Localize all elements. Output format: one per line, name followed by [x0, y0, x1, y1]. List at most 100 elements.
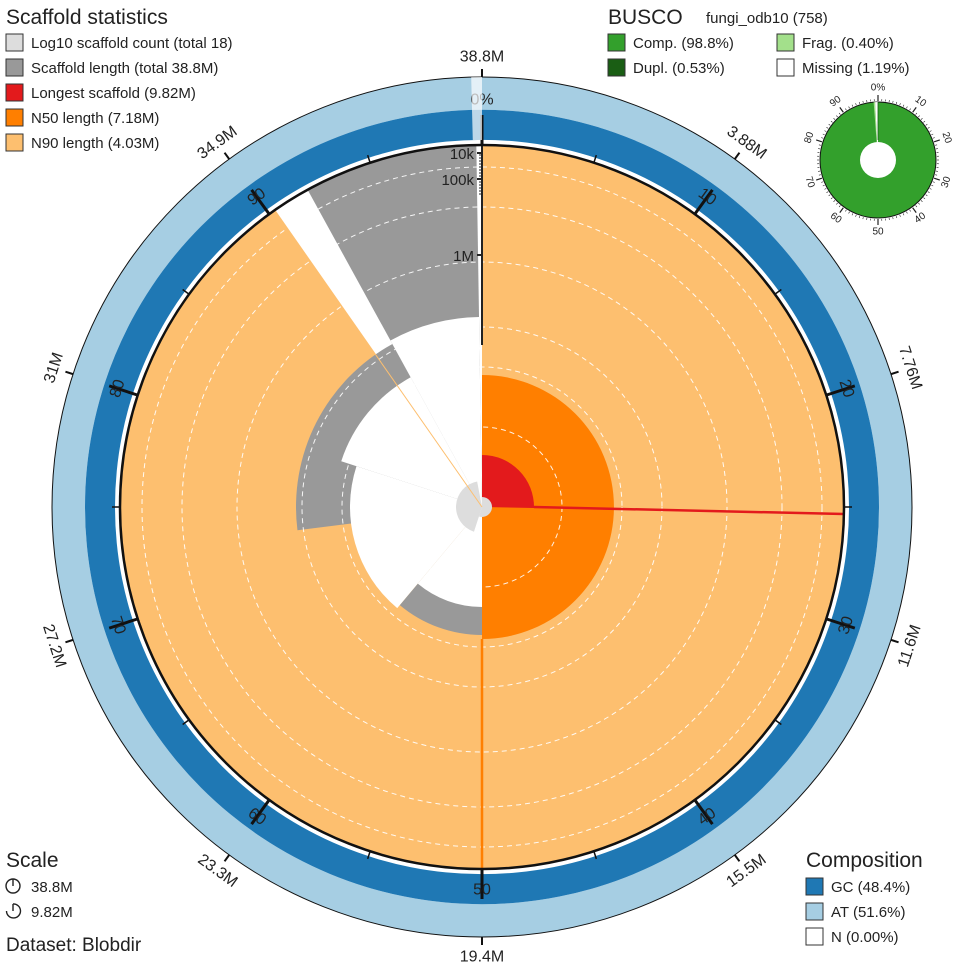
composition-swatch-n [806, 928, 823, 945]
busco-tick [913, 107, 917, 112]
composition-title: Composition [806, 849, 923, 872]
busco-tick [900, 103, 901, 105]
busco-tick [852, 105, 853, 107]
busco-tick [933, 182, 935, 183]
length-tick [891, 372, 899, 374]
length-label: 7.76M [895, 344, 925, 392]
busco-tick [903, 105, 904, 107]
busco-tick [849, 212, 850, 214]
busco-tick [826, 192, 828, 193]
busco-tick [906, 212, 907, 214]
busco-tick [823, 134, 825, 135]
busco-tick [930, 188, 932, 189]
composition-label-gc: GC (48.4%) [831, 879, 910, 896]
composition-label-at: AT (51.6%) [831, 904, 905, 921]
busco-swatch-missing [777, 59, 794, 76]
scaffold-stats-legend: Scaffold statistics Log10 scaffold count… [6, 6, 233, 152]
busco-tick [859, 216, 860, 218]
busco-tick [934, 178, 940, 180]
busco-tick [913, 208, 917, 213]
busco-lineage: fungi_odb10 (758) [706, 10, 828, 27]
busco-tick [840, 208, 844, 213]
busco-tick [816, 178, 822, 180]
busco-tick [916, 205, 917, 207]
busco-tick [845, 210, 846, 212]
busco-tick [918, 116, 919, 117]
busco-tick [840, 107, 844, 112]
busco-tick [926, 124, 928, 125]
percent-label: 50 [473, 882, 491, 899]
busco-tick [821, 182, 823, 183]
busco-tick [829, 124, 831, 125]
busco-tick [933, 138, 935, 139]
length-tick [225, 855, 230, 861]
busco-swatch-fragmented [777, 34, 794, 51]
busco-tick [821, 138, 823, 139]
busco-tick [896, 102, 897, 104]
busco-tick [839, 205, 840, 207]
n-stripe [471, 77, 482, 140]
dataset-label: Dataset: Blobdir [6, 935, 142, 956]
busco-label-duplicated: Dupl. (0.53%) [633, 60, 725, 77]
legend-label-n90: N90 length (4.03M) [31, 135, 159, 152]
busco-label-missing: Missing (1.19%) [802, 60, 910, 77]
busco-tick [910, 108, 911, 110]
busco-tick [831, 198, 833, 199]
busco-hole [860, 142, 896, 178]
busco-ring-label: 80 [803, 130, 817, 144]
busco-title: BUSCO [608, 6, 683, 29]
busco-tick [839, 113, 840, 115]
busco-tick [926, 195, 928, 196]
composition-label-n: N (0.00%) [831, 929, 899, 946]
scale-title: Scale [6, 849, 59, 872]
composition-swatch-at [806, 903, 823, 920]
busco-tick [928, 192, 930, 193]
busco-ring-label: 60 [828, 211, 844, 227]
length-tick [735, 153, 740, 159]
busco-swatch-complete [608, 34, 625, 51]
scale-icon-total [6, 879, 20, 893]
radial-scale-label: 10k [450, 146, 475, 163]
busco-tick [856, 103, 857, 105]
length-tick [225, 153, 230, 159]
length-tick [65, 640, 73, 642]
busco-tick [829, 195, 831, 196]
legend-label-n50: N50 length (7.18M) [31, 110, 159, 127]
scale-label-total: 38.8M [31, 879, 73, 896]
composition-swatch-gc [806, 878, 823, 895]
busco-ring-label: 40 [913, 210, 929, 226]
busco-tick [849, 107, 850, 109]
scaffold-stats-title: Scaffold statistics [6, 6, 168, 29]
scale-legend: Scale 38.8M 9.82M Dataset: Blobdir [6, 849, 142, 956]
busco-tick [930, 131, 932, 132]
legend-swatch-log10-count [6, 34, 23, 51]
scale-label-longest: 9.82M [31, 904, 73, 921]
busco-tick [934, 140, 940, 142]
legend-swatch-scaffold-length [6, 59, 23, 76]
busco-ring-label: 0% [871, 83, 886, 94]
radial-scale-label: 100k [441, 172, 474, 189]
busco-tick [931, 134, 933, 135]
busco-tick [906, 107, 907, 109]
busco-tick [834, 200, 835, 201]
busco-tick [859, 102, 860, 104]
legend-swatch-longest [6, 84, 23, 101]
busco-tick [852, 213, 853, 215]
legend-swatch-n90 [6, 134, 23, 151]
busco-tick [825, 188, 827, 189]
busco-tick [836, 116, 837, 117]
busco-tick [831, 121, 833, 122]
busco-ring-label: 10 [913, 94, 929, 110]
busco-tick [921, 118, 922, 119]
legend-label-log10-count: Log10 scaffold count (total 18) [31, 35, 233, 52]
busco-tick [916, 113, 917, 115]
busco-ring-label: 30 [940, 175, 954, 189]
length-tick [65, 372, 73, 374]
busco-legend: BUSCO fungi_odb10 (758) Comp. (98.8%) Du… [608, 6, 910, 77]
busco-ring-label: 20 [940, 131, 954, 145]
legend-swatch-n50 [6, 109, 23, 126]
busco-ring-label: 50 [872, 227, 884, 238]
